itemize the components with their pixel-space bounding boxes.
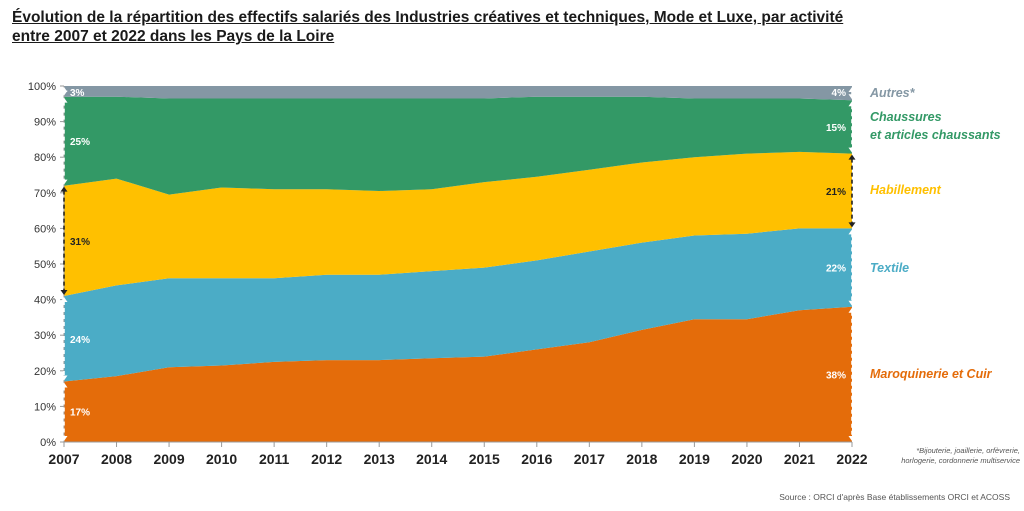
end-arrow-habillement-head-bottom <box>848 222 856 228</box>
start-arrow-textile-head-bottom <box>60 375 68 381</box>
end-share-label-chaussures: 15% <box>826 123 846 134</box>
y-tick-label: 60% <box>34 223 56 235</box>
legend-label-line: et articles chaussants <box>870 128 1001 142</box>
start-arrow-chaussures-head-top <box>60 97 68 103</box>
legend-label-autres: Autres* <box>869 86 916 100</box>
end-arrow-textile-head-bottom <box>848 300 856 306</box>
end-arrow-textile <box>848 229 856 306</box>
y-tick-label: 30% <box>34 330 56 342</box>
x-tick-label: 2020 <box>731 451 762 467</box>
end-arrow-autres-head-bottom <box>848 94 856 100</box>
x-tick-label: 2022 <box>836 451 867 467</box>
x-tick-label: 2018 <box>626 451 657 467</box>
footnote: *Bijouterie, joaillerie, orfèvrerie, hor… <box>880 446 1020 466</box>
chart-title-line-1: Évolution de la répartition des effectif… <box>12 9 844 26</box>
end-share-label-habillement: 21% <box>826 187 846 198</box>
end-arrow-chaussures-head-top <box>848 101 856 107</box>
legend-label-line: Chaussures <box>870 110 942 124</box>
end-arrow-textile-head-top <box>848 229 856 235</box>
x-tick-label: 2007 <box>48 451 79 467</box>
area-maroquinerie <box>64 306 852 442</box>
start-share-label-textile: 24% <box>70 335 90 346</box>
y-tick-label: 50% <box>34 259 56 271</box>
end-share-label-textile: 22% <box>826 264 846 275</box>
area-chaussures <box>64 96 852 195</box>
start-arrow-textile-head-top <box>60 297 68 303</box>
start-share-label-habillement: 31% <box>70 237 90 248</box>
start-share-label-chaussures: 25% <box>70 137 90 148</box>
x-tick-label: 2011 <box>259 451 290 467</box>
y-tick-label: 80% <box>34 152 56 164</box>
legend-label-maroquinerie: Maroquinerie et Cuir <box>870 367 993 381</box>
x-tick-label: 2017 <box>574 451 605 467</box>
end-arrow-maroquinerie-head-bottom <box>848 436 856 441</box>
start-share-label-maroquinerie: 17% <box>70 408 90 419</box>
legend-label-line: Maroquinerie et Cuir <box>870 367 993 381</box>
y-tick-label: 100% <box>28 81 56 93</box>
start-arrow-chaussures-head-bottom <box>60 179 68 185</box>
end-arrow-chaussures-head-bottom <box>848 147 856 153</box>
start-arrow-maroquinerie-head-top <box>60 382 68 388</box>
end-arrow-autres-head-top <box>848 87 856 92</box>
y-tick-label: 20% <box>34 366 56 378</box>
footnote-line-1: *Bijouterie, joaillerie, orfèvrerie, <box>916 446 1020 455</box>
x-tick-label: 2016 <box>521 451 552 467</box>
y-tick-label: 10% <box>34 401 56 413</box>
source-note: Source : ORCI d'après Base établissement… <box>779 492 1010 502</box>
start-arrow-habillement <box>60 186 68 296</box>
x-tick-label: 2010 <box>206 451 237 467</box>
start-arrow-autres <box>60 87 68 96</box>
x-tick-label: 2019 <box>679 451 710 467</box>
legend-label-line: Habillement <box>870 183 942 197</box>
footnote-line-2: horlogerie, cordonnerie multiservice <box>901 456 1020 465</box>
start-arrow-habillement-head-top <box>60 186 68 192</box>
y-tick-label: 90% <box>34 117 56 129</box>
x-tick-label: 2014 <box>416 451 447 467</box>
x-tick-label: 2015 <box>469 451 500 467</box>
end-share-label-autres: 4% <box>832 88 847 99</box>
area-textile <box>64 228 852 382</box>
start-arrow-chaussures <box>60 97 68 185</box>
start-arrow-maroquinerie-head-bottom <box>60 436 68 441</box>
end-arrow-maroquinerie-head-top <box>848 307 856 313</box>
start-arrow-autres-head-bottom <box>60 90 68 96</box>
end-share-label-maroquinerie: 38% <box>826 370 846 381</box>
x-tick-label: 2009 <box>153 451 184 467</box>
x-tick-label: 2013 <box>364 451 395 467</box>
end-arrow-habillement-head-top <box>848 154 856 160</box>
x-tick-label: 2021 <box>784 451 815 467</box>
chart-title: Évolution de la répartition des effectif… <box>12 8 1012 46</box>
end-arrow-maroquinerie <box>848 307 856 441</box>
x-tick-label: 2008 <box>101 451 132 467</box>
end-arrow-chaussures <box>848 101 856 153</box>
legend-label-chaussures: Chaussures et articles chaussants <box>870 110 1001 142</box>
legend-label-line: Textile <box>870 261 909 275</box>
area-autres <box>64 86 852 101</box>
start-arrow-textile <box>60 297 68 381</box>
y-tick-label: 40% <box>34 295 56 307</box>
start-arrow-habillement-head-bottom <box>60 290 68 296</box>
area-habillement <box>64 151 852 296</box>
start-share-label-autres: 3% <box>70 88 85 99</box>
end-arrow-autres <box>848 87 856 100</box>
y-tick-label: 0% <box>40 437 56 449</box>
end-arrow-habillement <box>848 154 856 228</box>
chart-title-line-2: entre 2007 et 2022 dans les Pays de la L… <box>12 28 335 45</box>
x-tick-label: 2012 <box>311 451 342 467</box>
y-tick-label: 70% <box>34 188 56 200</box>
legend-label-textile: Textile <box>870 261 909 275</box>
start-arrow-maroquinerie <box>60 382 68 441</box>
legend-label-line: Autres* <box>869 86 916 100</box>
legend-label-habillement: Habillement <box>870 183 942 197</box>
